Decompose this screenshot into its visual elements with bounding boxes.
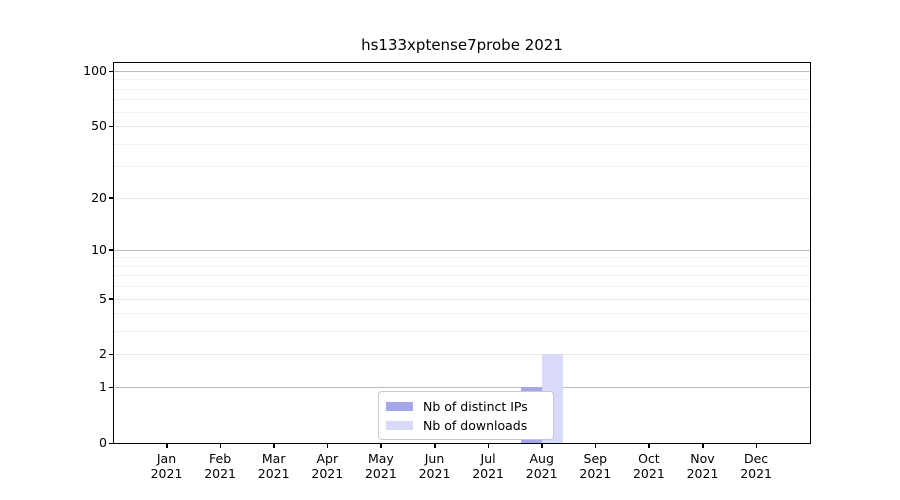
y-gridline-minor [114, 265, 810, 267]
x-tick-month: Sep [583, 451, 608, 466]
y-gridline-minor [114, 99, 810, 101]
legend-swatch-downloads [386, 420, 413, 430]
x-tick-month: May [367, 451, 394, 466]
plot-area [113, 62, 811, 444]
x-tick [755, 444, 758, 448]
y-gridline-minor [114, 257, 810, 259]
y-gridline-major [114, 298, 810, 300]
x-tick [219, 444, 222, 448]
y-tick-label: 20 [91, 189, 107, 205]
y-gridline-major [114, 126, 810, 128]
legend-row-distinct-ips: Nb of distinct IPs [386, 398, 545, 414]
x-tick-label: Oct 2021 [617, 451, 681, 481]
y-gridline-major [114, 71, 810, 72]
y-gridline-major [114, 354, 810, 356]
x-tick-label: Jul 2021 [456, 451, 520, 481]
x-tick-label: Feb 2021 [188, 451, 252, 481]
y-tick [109, 70, 113, 72]
y-tick-label: 5 [99, 290, 107, 306]
legend: Nb of distinct IPs Nb of downloads [378, 391, 554, 440]
y-gridline-minor [114, 79, 810, 81]
x-tick [648, 444, 650, 448]
x-tick-year: 2021 [740, 466, 772, 481]
y-tick-label: 100 [83, 63, 107, 78]
legend-row-downloads: Nb of downloads [386, 417, 545, 433]
x-tick-label: May 2021 [349, 451, 413, 481]
x-tick-label: Aug 2021 [510, 451, 574, 481]
x-tick-month: Dec [743, 451, 769, 466]
y-tick-label: 2 [99, 346, 107, 362]
y-tick [109, 298, 113, 300]
legend-label-distinct-ips: Nb of distinct IPs [423, 398, 528, 414]
x-tick-label: Sep 2021 [563, 451, 627, 481]
x-tick [273, 444, 275, 448]
y-tick-label: 10 [91, 241, 107, 257]
x-tick-label: Dec 2021 [724, 451, 788, 481]
x-tick-label: Apr 2021 [295, 451, 359, 481]
x-tick-year: 2021 [364, 466, 397, 481]
y-gridline-minor [114, 111, 810, 113]
y-gridline-minor [114, 166, 810, 168]
x-tick-year: 2021 [311, 466, 344, 481]
x-tick [380, 444, 382, 448]
y-gridline-minor [114, 275, 810, 277]
y-tick [109, 197, 113, 199]
x-tick-month: Feb [209, 451, 232, 466]
legend-label-downloads: Nb of downloads [423, 417, 528, 433]
y-gridline-minor [114, 143, 810, 145]
x-tick-month: Oct [638, 451, 660, 466]
y-gridline-minor [114, 286, 810, 288]
x-tick-year: 2021 [204, 466, 236, 481]
y-tick [109, 125, 113, 128]
x-tick-year: 2021 [472, 466, 504, 481]
x-tick [594, 444, 597, 448]
x-tick [166, 444, 168, 448]
y-gridline-minor [114, 88, 810, 90]
x-tick-month: Jan [156, 451, 177, 466]
x-tick-year: 2021 [418, 466, 451, 481]
x-tick-label: Mar 2021 [242, 451, 306, 481]
x-tick-year: 2021 [525, 466, 558, 481]
x-tick-month: Aug [529, 451, 554, 466]
legend-swatch-distinct-ips [386, 401, 413, 411]
x-tick-month: Jun [424, 451, 445, 466]
y-tick [109, 353, 113, 356]
x-tick-month: Jul [480, 451, 496, 466]
x-tick-month: Nov [690, 451, 715, 466]
y-gridline-minor [114, 331, 810, 333]
y-tick-label: 0 [99, 435, 107, 450]
y-tick-label: 50 [91, 118, 107, 134]
x-tick-label: Jan 2021 [135, 451, 199, 481]
x-tick-label: Jun 2021 [403, 451, 467, 481]
y-tick [109, 386, 113, 389]
x-tick-year: 2021 [686, 466, 719, 481]
y-tick [109, 442, 113, 444]
x-tick-month: Mar [261, 451, 286, 466]
y-tick-label: 1 [99, 379, 107, 395]
x-tick [487, 444, 490, 448]
x-tick [702, 444, 704, 448]
chart-title: hs133xptense7probe 2021 [361, 36, 563, 54]
x-tick-year: 2021 [150, 466, 183, 481]
x-tick-year: 2021 [579, 466, 612, 481]
y-gridline-major [114, 249, 810, 251]
y-tick [109, 249, 113, 251]
y-gridline-major [114, 197, 810, 199]
x-tick [434, 444, 436, 448]
y-gridline-major [114, 387, 810, 389]
x-tick-month: Apr [316, 451, 339, 466]
y-gridline-minor [114, 313, 810, 315]
x-tick [326, 444, 329, 448]
x-tick-year: 2021 [632, 466, 665, 481]
x-tick-year: 2021 [257, 466, 290, 481]
x-tick-label: Nov 2021 [671, 451, 735, 481]
x-tick [541, 444, 543, 448]
